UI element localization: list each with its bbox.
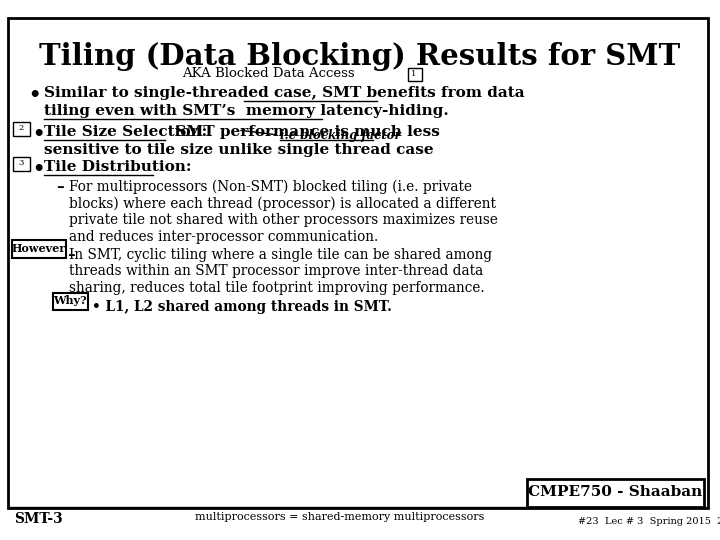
Text: In SMT, cyclic tiling where a single tile can be shared among: In SMT, cyclic tiling where a single til… <box>69 248 492 262</box>
Text: SMT performance is much less: SMT performance is much less <box>165 125 440 139</box>
Text: 3: 3 <box>18 159 24 167</box>
Text: –: – <box>56 180 64 194</box>
Text: •: • <box>28 86 40 104</box>
Text: sensitive to tile size unlike single thread case: sensitive to tile size unlike single thr… <box>44 143 433 157</box>
Text: blocks) where each thread (processor) is allocated a different: blocks) where each thread (processor) is… <box>69 197 496 211</box>
Text: threads within an SMT processor improve inter-thread data: threads within an SMT processor improve … <box>69 265 483 279</box>
FancyBboxPatch shape <box>12 157 30 171</box>
Text: 2: 2 <box>19 124 24 132</box>
FancyBboxPatch shape <box>8 18 708 508</box>
Text: 1: 1 <box>411 70 417 78</box>
Text: and reduces inter-processor communication.: and reduces inter-processor communicatio… <box>69 230 378 244</box>
Text: –: – <box>67 248 75 262</box>
Text: #23  Lec # 3  Spring 2015  2-3-2015: #23 Lec # 3 Spring 2015 2-3-2015 <box>578 517 720 526</box>
Text: Why?: Why? <box>53 295 87 307</box>
Text: •: • <box>32 125 45 143</box>
Text: •: • <box>32 160 45 178</box>
Text: For multiprocessors (Non-SMT) blocked tiling (i.e. private: For multiprocessors (Non-SMT) blocked ti… <box>69 180 472 194</box>
FancyBboxPatch shape <box>53 293 88 310</box>
Text: private tile not shared with other processors maximizes reuse: private tile not shared with other proce… <box>69 213 498 227</box>
Text: CMPE750 - Shaaban: CMPE750 - Shaaban <box>528 485 702 499</box>
FancyBboxPatch shape <box>408 68 421 80</box>
Text: SMT-3: SMT-3 <box>14 512 63 526</box>
Text: sharing, reduces total tile footprint improving performance.: sharing, reduces total tile footprint im… <box>69 281 485 295</box>
Text: multiprocessors = shared-memory multiprocessors: multiprocessors = shared-memory multipro… <box>195 512 485 522</box>
FancyBboxPatch shape <box>12 240 66 258</box>
Text: tiling even with SMT’s  memory latency-hiding.: tiling even with SMT’s memory latency-hi… <box>44 104 449 118</box>
Text: • L1, L2 shared among threads in SMT.: • L1, L2 shared among threads in SMT. <box>92 300 392 314</box>
FancyBboxPatch shape <box>527 479 704 507</box>
FancyBboxPatch shape <box>12 122 30 136</box>
Text: Tile Distribution:: Tile Distribution: <box>44 160 192 174</box>
Text: However: However <box>12 244 66 254</box>
Text: Similar to single-threaded case, SMT benefits from data: Similar to single-threaded case, SMT ben… <box>44 86 525 100</box>
Text: i.e blocking factor: i.e blocking factor <box>280 129 401 142</box>
Text: AKA Blocked Data Access: AKA Blocked Data Access <box>181 67 354 80</box>
Text: Tile Size Selection:: Tile Size Selection: <box>44 125 207 139</box>
Text: Tiling (Data Blocking) Results for SMT: Tiling (Data Blocking) Results for SMT <box>40 42 680 71</box>
